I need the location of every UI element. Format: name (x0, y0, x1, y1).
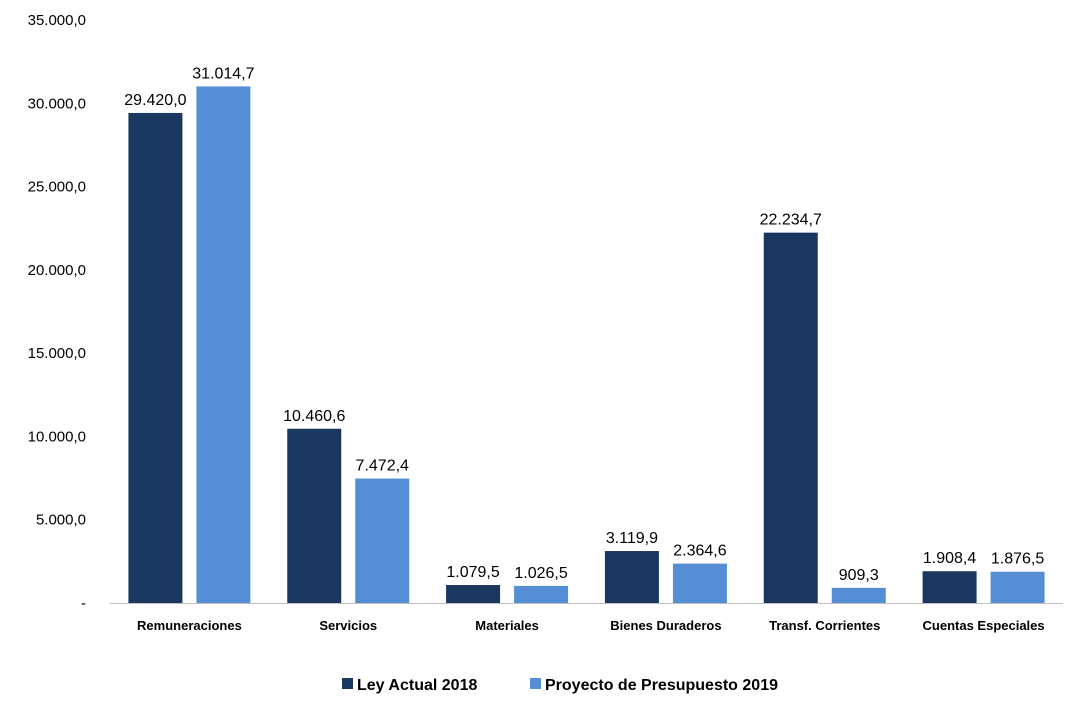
data-label: 1.079,5 (446, 564, 499, 581)
bar-proyecto-2 (514, 585, 569, 603)
data-label: 31.014,7 (192, 65, 254, 82)
bar-ley-actual-4 (763, 232, 818, 603)
bar-ley-actual-1 (287, 428, 342, 603)
y-tick-label: 15.000,0 (28, 345, 86, 362)
legend-label: Proyecto de Presupuesto 2019 (545, 677, 778, 694)
data-label: 909,3 (839, 567, 879, 584)
bar-ley-actual-0 (128, 112, 183, 604)
legend-swatch (530, 678, 541, 689)
category-label: Transf. Corrientes (769, 618, 880, 633)
data-label: 1.026,5 (514, 565, 567, 582)
category-labels-group: Remuneraciones Servicios Materiales Bienes … (137, 618, 1045, 633)
legend: Ley Actual 2018 Proyecto de Presupuesto 2… (342, 677, 778, 694)
bars-group (128, 86, 1045, 604)
bar-proyecto-1 (355, 478, 410, 603)
y-tick-label: 30.000,0 (28, 95, 86, 112)
bar-ley-actual-3 (604, 551, 659, 603)
y-tick-label: 5.000,0 (36, 512, 86, 529)
data-label: 10.460,6 (283, 408, 345, 425)
data-label: 7.472,4 (356, 458, 409, 475)
data-label: 2.364,6 (673, 543, 726, 560)
y-tick-label: 25.000,0 (28, 179, 86, 196)
data-labels-group: 29.420,0 31.014,7 10.460,6 7.472,4 1.079,5 1.… (124, 65, 1044, 583)
bar-ley-actual-5 (922, 571, 977, 603)
category-label: Remuneraciones (137, 618, 242, 633)
bar-ley-actual-2 (446, 585, 501, 603)
y-axis-tick-labels: - 5.000,0 10.000,0 15.000,0 20.000,0 25.000,0… (28, 12, 86, 612)
y-tick-label: 10.000,0 (28, 428, 86, 445)
bar-proyecto-4 (831, 587, 886, 603)
data-label: 3.119,9 (606, 530, 658, 547)
bar-proyecto-0 (196, 86, 251, 603)
legend-label: Ley Actual 2018 (357, 677, 477, 694)
data-label: 1.876,5 (991, 551, 1044, 568)
category-label: Materiales (475, 618, 539, 633)
data-label: 22.234,7 (760, 212, 822, 229)
y-tick-label: 35.000,0 (28, 12, 86, 29)
category-label: Cuentas Especiales (923, 618, 1045, 633)
category-label: Servicios (319, 618, 377, 633)
data-label: 29.420,0 (124, 92, 186, 109)
y-tick-label: - (81, 595, 86, 612)
y-tick-label: 20.000,0 (28, 262, 86, 279)
bar-proyecto-5 (990, 571, 1045, 603)
legend-swatch (342, 678, 353, 689)
bar-proyecto-3 (672, 563, 727, 603)
category-label: Bienes Duraderos (610, 618, 721, 633)
data-label: 1.908,4 (923, 550, 976, 567)
